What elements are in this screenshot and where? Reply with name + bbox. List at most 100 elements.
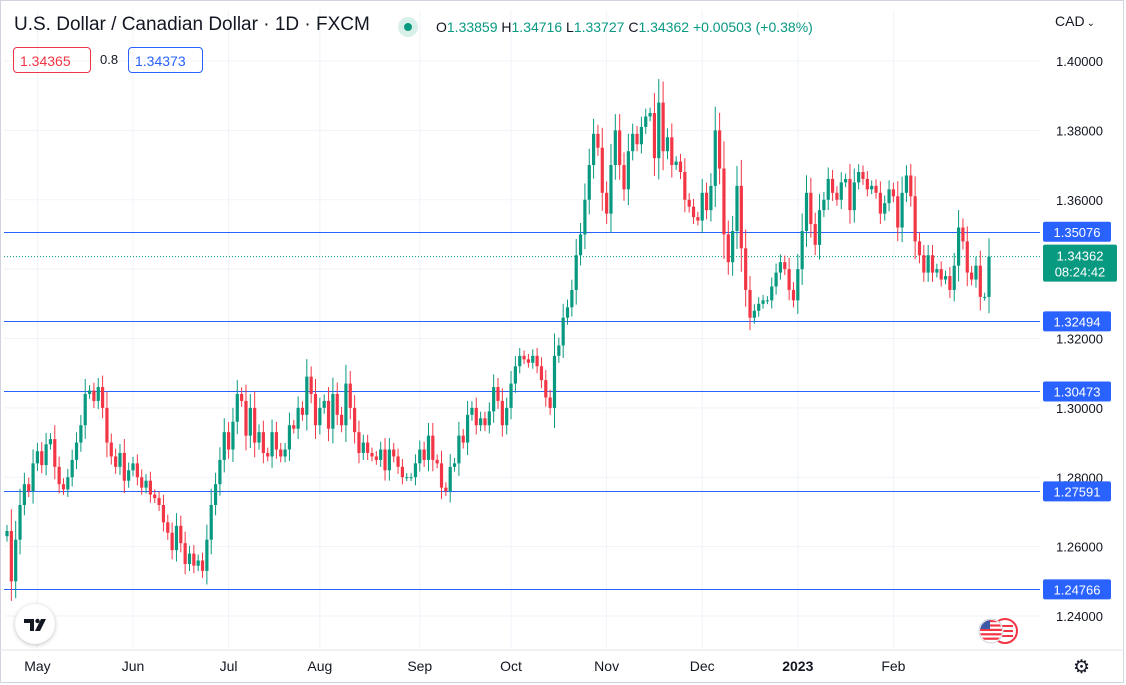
candle-body [196,560,200,566]
horizontal-levels [4,232,1040,590]
candle-body [683,172,687,200]
candle-body [235,394,239,422]
candle-body [926,255,930,273]
candle-body [300,407,305,415]
candle-body [678,161,683,172]
candle-body [174,525,179,551]
candle-body [626,151,630,190]
currency-label: CAD [1055,13,1085,29]
open-label: O [436,19,447,35]
buy-button[interactable]: 1.34373 [128,47,203,73]
candle-body [183,543,187,564]
candle-body [748,289,752,318]
gear-icon[interactable]: ⚙ [1073,657,1091,678]
price-tick-label: 1.32000 [1056,332,1103,347]
candle-body [396,456,400,467]
candle-body [200,560,205,571]
candle-body [426,435,431,460]
candle-body [896,196,900,228]
candle-body [240,394,244,401]
currency-selector[interactable]: CAD ⌄ [1055,13,1095,29]
candle-body [718,130,722,169]
symbol-title[interactable]: U.S. Dollar / Canadian Dollar · 1D · FXC… [14,14,370,35]
candle-body [118,452,122,467]
candle-body [635,133,639,145]
candle-body [27,484,31,492]
ohlc-legend: O1.33859 H1.34716 L1.33727 C1.34362 +0.0… [436,19,813,35]
candle-body [339,414,344,426]
candle-body [140,477,144,488]
candle-body [244,400,248,436]
candle-body [956,227,961,266]
candle-body [5,531,9,537]
candle-body [318,407,322,426]
candle-body [917,241,922,256]
candle-body [179,525,183,544]
candle-body [18,505,22,540]
candle-body [70,459,74,478]
candle-body [261,432,265,453]
sell-button[interactable]: 1.34365 [13,47,91,73]
candle-body [587,165,591,200]
candle-body [444,487,448,492]
time-axis: May Jun Jul Aug Sep Oct Nov Dec 2023 Feb [0,649,1124,674]
candle-body [74,442,79,460]
candle-body [222,432,226,460]
price-tick-label: 1.24000 [1056,609,1103,624]
candle-body [461,435,465,443]
candle-body [374,456,378,460]
tradingview-logo-icon[interactable] [15,604,55,644]
candle-body [974,265,978,280]
candle-body [326,400,331,429]
candle-body [509,383,513,408]
candle-body [722,168,726,235]
candle-body [531,355,535,363]
candle-body [474,407,478,426]
close-value: 1.34362 [638,19,690,35]
candle-body [66,477,70,490]
candle-body [492,387,496,412]
candle-body [335,394,339,415]
candle-body [257,432,261,443]
candle-body [218,459,222,485]
candle-body [965,241,969,273]
candle-body [370,452,374,457]
level-label: 1.35076 [1054,225,1101,240]
candle-body [600,147,604,193]
high-label: H [501,19,512,35]
candle-body [948,276,952,290]
close-label: C [628,19,639,35]
level-label-bg [1043,221,1111,242]
candle-body [922,255,926,273]
candle-body [570,289,574,308]
candle-body [496,387,500,401]
candle-body [913,196,917,242]
candle-body [522,355,526,360]
candle-body [465,414,470,443]
candle-body [439,463,444,488]
candle-body [266,452,270,457]
candle-body [79,425,83,443]
level-label-bg [1043,381,1111,402]
candle-body [861,172,865,179]
candle-body [691,206,696,218]
candles [5,79,991,601]
candle-body [935,269,939,273]
candle-body [631,133,635,152]
candle-body [105,407,109,443]
candle-body [800,230,804,270]
candle-body [970,272,974,280]
time-tick-label: Nov [594,658,619,674]
candle-body [731,230,735,263]
candle-body [505,407,509,426]
candle-body [674,161,678,166]
candle-body [661,102,665,152]
candle-body [452,463,457,467]
candle-body [448,466,452,492]
candle-body [500,400,504,426]
candle-body [274,432,278,450]
candle-body [591,133,596,166]
candle-body [253,407,257,443]
